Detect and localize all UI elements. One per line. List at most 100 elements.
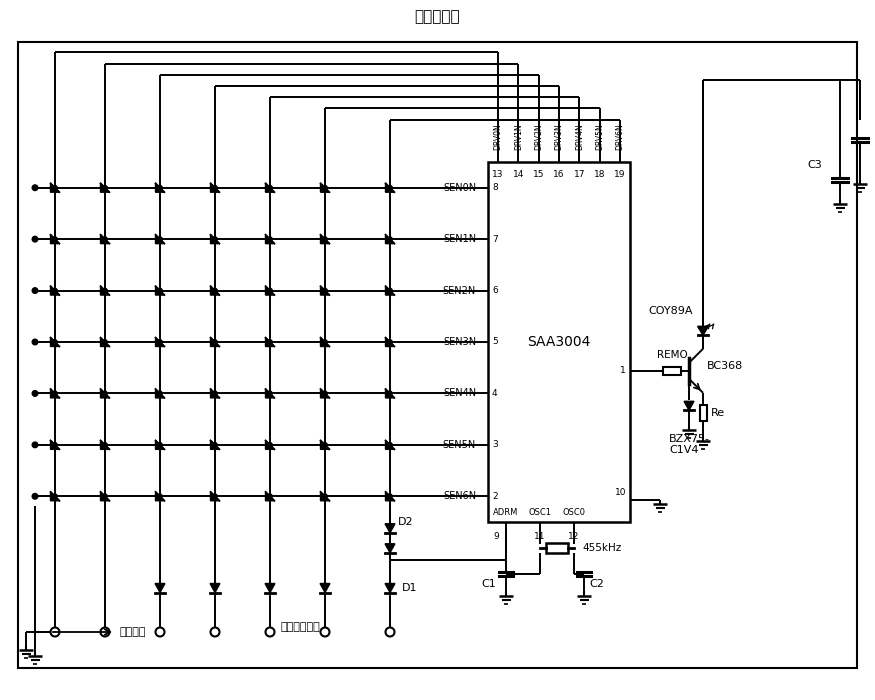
Text: 6: 6 — [492, 286, 498, 295]
Circle shape — [213, 442, 217, 447]
Text: C2: C2 — [589, 579, 604, 589]
Polygon shape — [156, 389, 164, 398]
Polygon shape — [386, 492, 395, 500]
Polygon shape — [156, 286, 164, 295]
Text: SEN6N: SEN6N — [443, 491, 476, 501]
Circle shape — [213, 237, 217, 242]
Polygon shape — [101, 234, 109, 244]
Circle shape — [102, 340, 108, 344]
Text: SEN4N: SEN4N — [443, 389, 476, 398]
Text: 11: 11 — [535, 532, 546, 541]
Circle shape — [268, 288, 272, 293]
Text: DRV3N: DRV3N — [555, 123, 564, 150]
Polygon shape — [210, 584, 220, 592]
Polygon shape — [320, 183, 330, 192]
Text: ADRM: ADRM — [493, 508, 519, 517]
Polygon shape — [385, 524, 395, 533]
Polygon shape — [211, 389, 220, 398]
Circle shape — [32, 288, 38, 293]
Circle shape — [268, 237, 272, 242]
Polygon shape — [51, 286, 60, 295]
Polygon shape — [385, 544, 395, 553]
Polygon shape — [386, 234, 395, 244]
Text: 任选的二极管: 任选的二极管 — [280, 622, 320, 632]
Text: DRV4N: DRV4N — [575, 123, 584, 150]
Circle shape — [158, 340, 162, 344]
Circle shape — [102, 237, 108, 242]
Polygon shape — [265, 337, 275, 346]
Text: Re: Re — [711, 408, 725, 418]
Circle shape — [323, 237, 327, 242]
Text: SEN0N: SEN0N — [443, 183, 476, 193]
Text: 2: 2 — [492, 492, 498, 500]
Circle shape — [102, 186, 108, 190]
Circle shape — [52, 340, 57, 344]
Polygon shape — [101, 183, 109, 192]
Text: 19: 19 — [614, 170, 626, 179]
Circle shape — [388, 186, 392, 190]
Polygon shape — [51, 234, 60, 244]
Circle shape — [388, 288, 392, 293]
Polygon shape — [211, 234, 220, 244]
Polygon shape — [386, 337, 395, 346]
Polygon shape — [51, 492, 60, 500]
Circle shape — [323, 186, 327, 190]
Polygon shape — [320, 492, 330, 500]
Polygon shape — [265, 492, 275, 500]
Polygon shape — [320, 337, 330, 346]
Polygon shape — [51, 183, 60, 192]
Text: 17: 17 — [573, 170, 585, 179]
Circle shape — [158, 288, 162, 293]
Text: 4: 4 — [492, 389, 498, 398]
Circle shape — [52, 442, 57, 447]
Polygon shape — [320, 286, 330, 295]
Circle shape — [32, 391, 38, 396]
Circle shape — [32, 237, 38, 242]
Text: BZX75-
C1V4: BZX75- C1V4 — [669, 434, 710, 456]
Polygon shape — [386, 183, 395, 192]
Polygon shape — [101, 286, 109, 295]
Text: D1: D1 — [402, 583, 417, 593]
Text: SEN3N: SEN3N — [443, 337, 476, 347]
Polygon shape — [211, 286, 220, 295]
Circle shape — [213, 391, 217, 395]
Circle shape — [268, 494, 272, 498]
Text: 12: 12 — [569, 532, 580, 541]
Polygon shape — [156, 337, 164, 346]
Text: 14: 14 — [513, 170, 524, 179]
Circle shape — [158, 442, 162, 447]
Text: DRV6N: DRV6N — [615, 123, 625, 150]
Text: DRV5N: DRV5N — [595, 123, 604, 150]
Text: 13: 13 — [493, 170, 504, 179]
Text: OSC0: OSC0 — [563, 508, 585, 517]
Polygon shape — [101, 492, 109, 500]
Text: BC368: BC368 — [707, 360, 743, 371]
Text: SEN2N: SEN2N — [443, 286, 476, 295]
Polygon shape — [320, 389, 330, 398]
Polygon shape — [101, 389, 109, 398]
Text: 地址选择: 地址选择 — [120, 627, 146, 637]
Polygon shape — [156, 183, 164, 192]
Polygon shape — [101, 337, 109, 346]
Circle shape — [388, 494, 392, 498]
Circle shape — [388, 340, 392, 344]
Text: 8: 8 — [492, 183, 498, 192]
Polygon shape — [265, 234, 275, 244]
Circle shape — [32, 442, 38, 448]
Circle shape — [323, 442, 327, 447]
Polygon shape — [697, 326, 709, 335]
Text: 5: 5 — [492, 337, 498, 346]
Circle shape — [52, 494, 57, 498]
Circle shape — [323, 494, 327, 498]
Text: 红外发射机: 红外发射机 — [414, 10, 460, 25]
Text: SEN5N: SEN5N — [443, 440, 476, 450]
Circle shape — [102, 288, 108, 293]
Circle shape — [388, 237, 392, 242]
Circle shape — [158, 237, 162, 242]
Bar — [18, 42, 857, 668]
Text: 455kHz: 455kHz — [582, 543, 621, 553]
Text: SEN1N: SEN1N — [443, 234, 476, 244]
Text: 16: 16 — [553, 170, 564, 179]
Bar — [663, 367, 681, 374]
Circle shape — [323, 340, 327, 344]
